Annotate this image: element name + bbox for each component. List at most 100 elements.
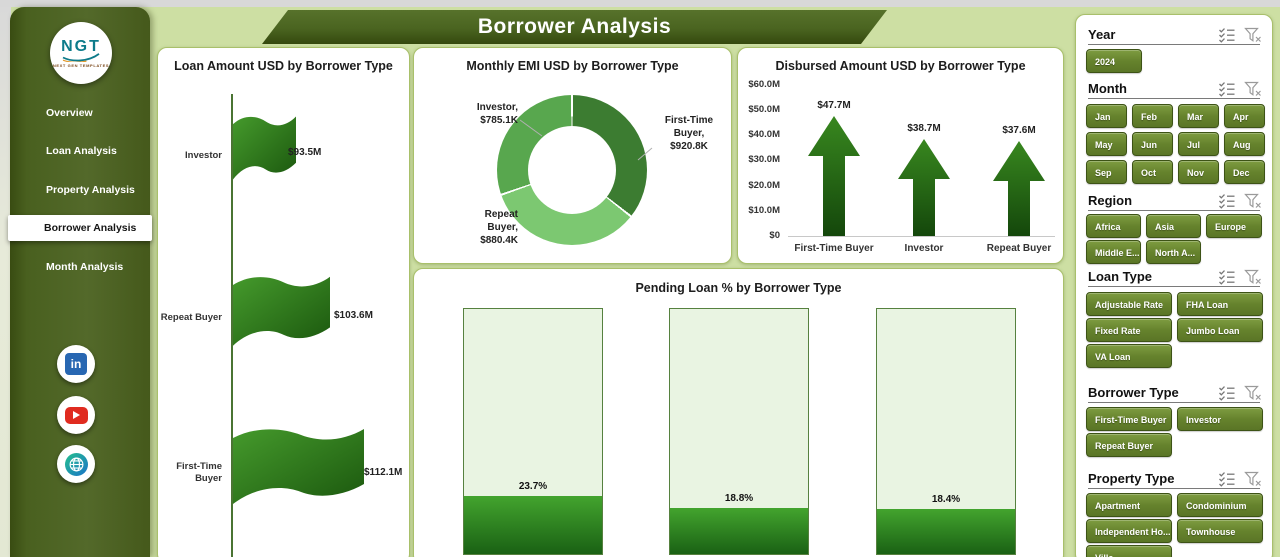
chart-title: Loan Amount USD by Borrower Type [174,59,393,73]
clear-filter-icon[interactable] [1244,269,1262,285]
donut-hole [528,126,616,214]
filter-loan-jumbo[interactable]: Jumbo Loan [1177,318,1263,342]
gauge-fill [670,508,808,554]
loan-amount-chart-card: Loan Amount USD by Borrower Type Investo… [157,47,410,557]
multi-select-icon[interactable] [1218,27,1236,43]
chart-title: Pending Loan % by Borrower Type [635,281,842,295]
data-label: $103.6M [334,310,373,321]
divider [1088,286,1260,287]
filter-month-dec[interactable]: Dec [1224,160,1265,184]
arrow-bar-investor[interactable] [894,139,954,236]
filter-month-jan[interactable]: Jan [1086,104,1127,128]
clear-filter-icon[interactable] [1244,27,1262,43]
divider [1088,98,1260,99]
window-top-strip [0,0,1280,7]
sidebar-item-property-analysis[interactable]: Property Analysis [46,184,135,196]
website-link[interactable] [57,445,95,483]
filter-month-oct[interactable]: Oct [1132,160,1173,184]
logo-swoosh-icon [62,52,100,62]
gauge-bar[interactable]: 23.7% [463,308,603,555]
filter-property-townhouse[interactable]: Townhouse [1177,519,1263,543]
multi-select-icon[interactable] [1218,269,1236,285]
y-axis-tick: $50.0M [748,104,780,115]
page-title: Borrower Analysis [477,15,672,38]
filter-month-mar[interactable]: Mar [1178,104,1219,128]
slicer-header-loan-type: Loan Type [1088,269,1153,284]
divider [1088,210,1260,211]
multi-select-icon[interactable] [1218,385,1236,401]
slicer-header-region: Region [1088,193,1133,208]
sidebar-item-overview[interactable]: Overview [46,107,93,119]
category-label: Repeat Buyer [160,312,222,323]
data-label: 18.8% [724,493,754,504]
flag-bar-investor[interactable] [233,114,296,198]
filter-property-apartment[interactable]: Apartment [1086,493,1172,517]
filter-month-feb[interactable]: Feb [1132,104,1173,128]
clear-filter-icon[interactable] [1244,385,1262,401]
youtube-link[interactable] [57,396,95,434]
slicer-header-property-type: Property Type [1088,471,1175,486]
filter-month-nov[interactable]: Nov [1178,160,1219,184]
slicer-header-month: Month [1088,81,1127,96]
filter-month-jul[interactable]: Jul [1178,132,1219,156]
filter-borrower-repeat-buyer[interactable]: Repeat Buyer [1086,433,1172,457]
gauge-bar[interactable]: 18.4% [876,308,1016,555]
filter-borrower-first-time-buyer[interactable]: First-Time Buyer [1086,407,1172,431]
filter-borrower-investor[interactable]: Investor [1177,407,1263,431]
arrow-bar-first-time-buyer[interactable] [804,116,864,236]
gauge-fill [877,509,1015,554]
data-label: $37.6M [1002,125,1036,136]
filter-region-europe[interactable]: Europe [1206,214,1262,238]
data-label: $47.7M [817,100,851,111]
ngt-logo: NGT NEXT GEN TEMPLATES [50,22,112,84]
clear-filter-icon[interactable] [1244,193,1262,209]
filter-loan-adjustable-rate[interactable]: Adjustable Rate [1086,292,1172,316]
filter-property-condominium[interactable]: Condominium [1177,493,1263,517]
filter-month-apr[interactable]: Apr [1224,104,1265,128]
arrow-bar-repeat-buyer[interactable] [989,141,1049,236]
filter-month-jun[interactable]: Jun [1132,132,1173,156]
category-label: First-Time Buyer [794,243,874,254]
category-label: Repeat Buyer [986,243,1052,254]
multi-select-icon[interactable] [1218,81,1236,97]
filter-property-independent-house[interactable]: Independent Ho... [1086,519,1172,543]
sidebar-item-loan-analysis[interactable]: Loan Analysis [46,145,117,157]
flag-pole-axis [231,94,233,557]
filter-region-asia[interactable]: Asia [1146,214,1201,238]
data-label: 23.7% [518,481,548,492]
multi-select-icon[interactable] [1218,471,1236,487]
youtube-icon [64,406,88,424]
callout-investor: Investor, $785.1K [476,102,518,126]
pending-loan-chart-card: Pending Loan % by Borrower Type 23.7% 18… [413,268,1064,557]
filter-loan-fixed-rate[interactable]: Fixed Rate [1086,318,1172,342]
clear-filter-icon[interactable] [1244,81,1262,97]
flag-bar-repeat-buyer[interactable] [233,274,330,366]
sidebar-item-month-analysis[interactable]: Month Analysis [46,261,124,273]
logo-tagline: NEXT GEN TEMPLATES [52,62,110,68]
gauge-bar[interactable]: 18.8% [669,308,809,555]
category-label: First-Time Buyer [176,461,222,484]
filter-loan-fha[interactable]: FHA Loan [1177,292,1263,316]
window-left-strip [0,7,11,557]
filter-region-north-america[interactable]: North A... [1146,240,1201,264]
flag-bar-first-time-buyer[interactable] [233,426,364,526]
data-label: 18.4% [931,494,961,505]
divider [1088,488,1260,489]
filter-loan-va[interactable]: VA Loan [1086,344,1172,368]
sidebar-item-borrower-analysis[interactable]: Borrower Analysis [8,215,152,241]
clear-filter-icon[interactable] [1244,471,1262,487]
filter-region-africa[interactable]: Africa [1086,214,1141,238]
linkedin-link[interactable]: in [57,345,95,383]
filter-month-may[interactable]: May [1086,132,1127,156]
callout-first-time-buyer: First-Time Buyer, $920.8K [664,115,714,152]
multi-select-icon[interactable] [1218,193,1236,209]
filter-month-aug[interactable]: Aug [1224,132,1265,156]
y-axis-tick: $0 [769,230,780,241]
filter-region-middle-east[interactable]: Middle E... [1086,240,1141,264]
sidebar: NGT NEXT GEN TEMPLATES Overview Loan Ana… [8,7,152,557]
y-axis-tick: $10.0M [748,205,780,216]
filter-property-villa[interactable]: Villa [1086,545,1172,557]
filter-month-sep[interactable]: Sep [1086,160,1127,184]
filter-year-2024[interactable]: 2024 [1086,49,1142,73]
